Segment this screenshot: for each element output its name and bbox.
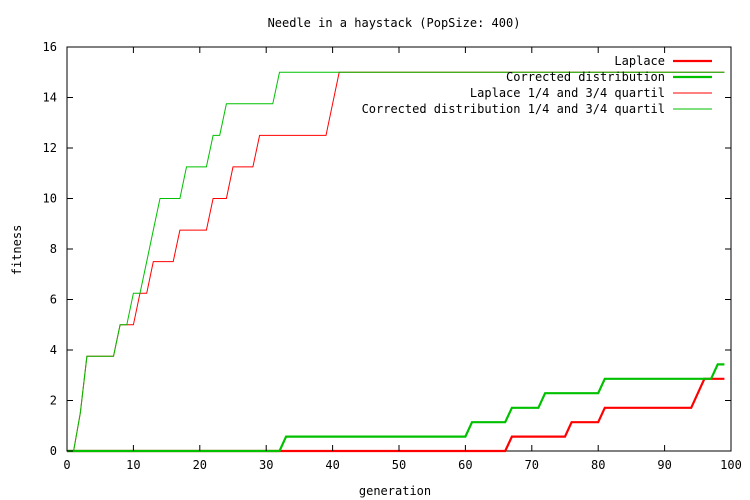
plot-area: 0 10 20 30 40 50 60 70 80 90 100 0 2 4 6 8 10 12 14 16	[43, 40, 742, 472]
x-tick-label: 80	[591, 458, 605, 472]
legend-label: Laplace 1/4 and 3/4 quartil	[470, 86, 665, 100]
legend: Laplace Corrected distribution Laplace 1/4…	[362, 54, 712, 116]
legend-label: Corrected distribution	[506, 70, 665, 84]
series-line-corrected-distribution	[67, 363, 725, 453]
x-tick-label: 40	[325, 458, 339, 472]
y-tick-label: 16	[43, 40, 57, 54]
series-line-laplace-1-4-and-3-4-quartil	[67, 71, 725, 452]
y-tick-label: 14	[43, 91, 57, 105]
y-tick-label: 2	[50, 394, 57, 408]
series-line-laplace	[67, 377, 725, 453]
x-axis-label: generation	[359, 484, 431, 498]
y-tick-label: 10	[43, 192, 57, 206]
y-axis-label: fitness	[10, 225, 24, 276]
legend-label: Corrected distribution 1/4 and 3/4 quart…	[362, 102, 665, 116]
series-layer	[67, 71, 725, 453]
x-tick-label: 50	[392, 458, 406, 472]
ticks-layer: 0 10 20 30 40 50 60 70 80 90 100 0 2 4 6 8 10 12 14 16	[43, 40, 742, 472]
y-tick-label: 6	[50, 293, 57, 307]
x-tick-label: 100	[720, 458, 742, 472]
series-line-corrected-distribution-1-4-and-3-4-quartil	[67, 71, 725, 452]
legend-label: Laplace	[614, 54, 665, 68]
x-tick-label: 60	[458, 458, 472, 472]
x-tick-label: 10	[126, 458, 140, 472]
x-tick-label: 20	[193, 458, 207, 472]
y-tick-label: 0	[50, 444, 57, 458]
x-tick-label: 90	[657, 458, 671, 472]
chart-title: Needle in a haystack (PopSize: 400)	[268, 16, 521, 30]
y-tick-label: 12	[43, 141, 57, 155]
x-tick-label: 70	[525, 458, 539, 472]
y-tick-label: 8	[50, 242, 57, 256]
y-tick-label: 4	[50, 343, 57, 357]
x-tick-label: 0	[63, 458, 70, 472]
x-tick-label: 30	[259, 458, 273, 472]
